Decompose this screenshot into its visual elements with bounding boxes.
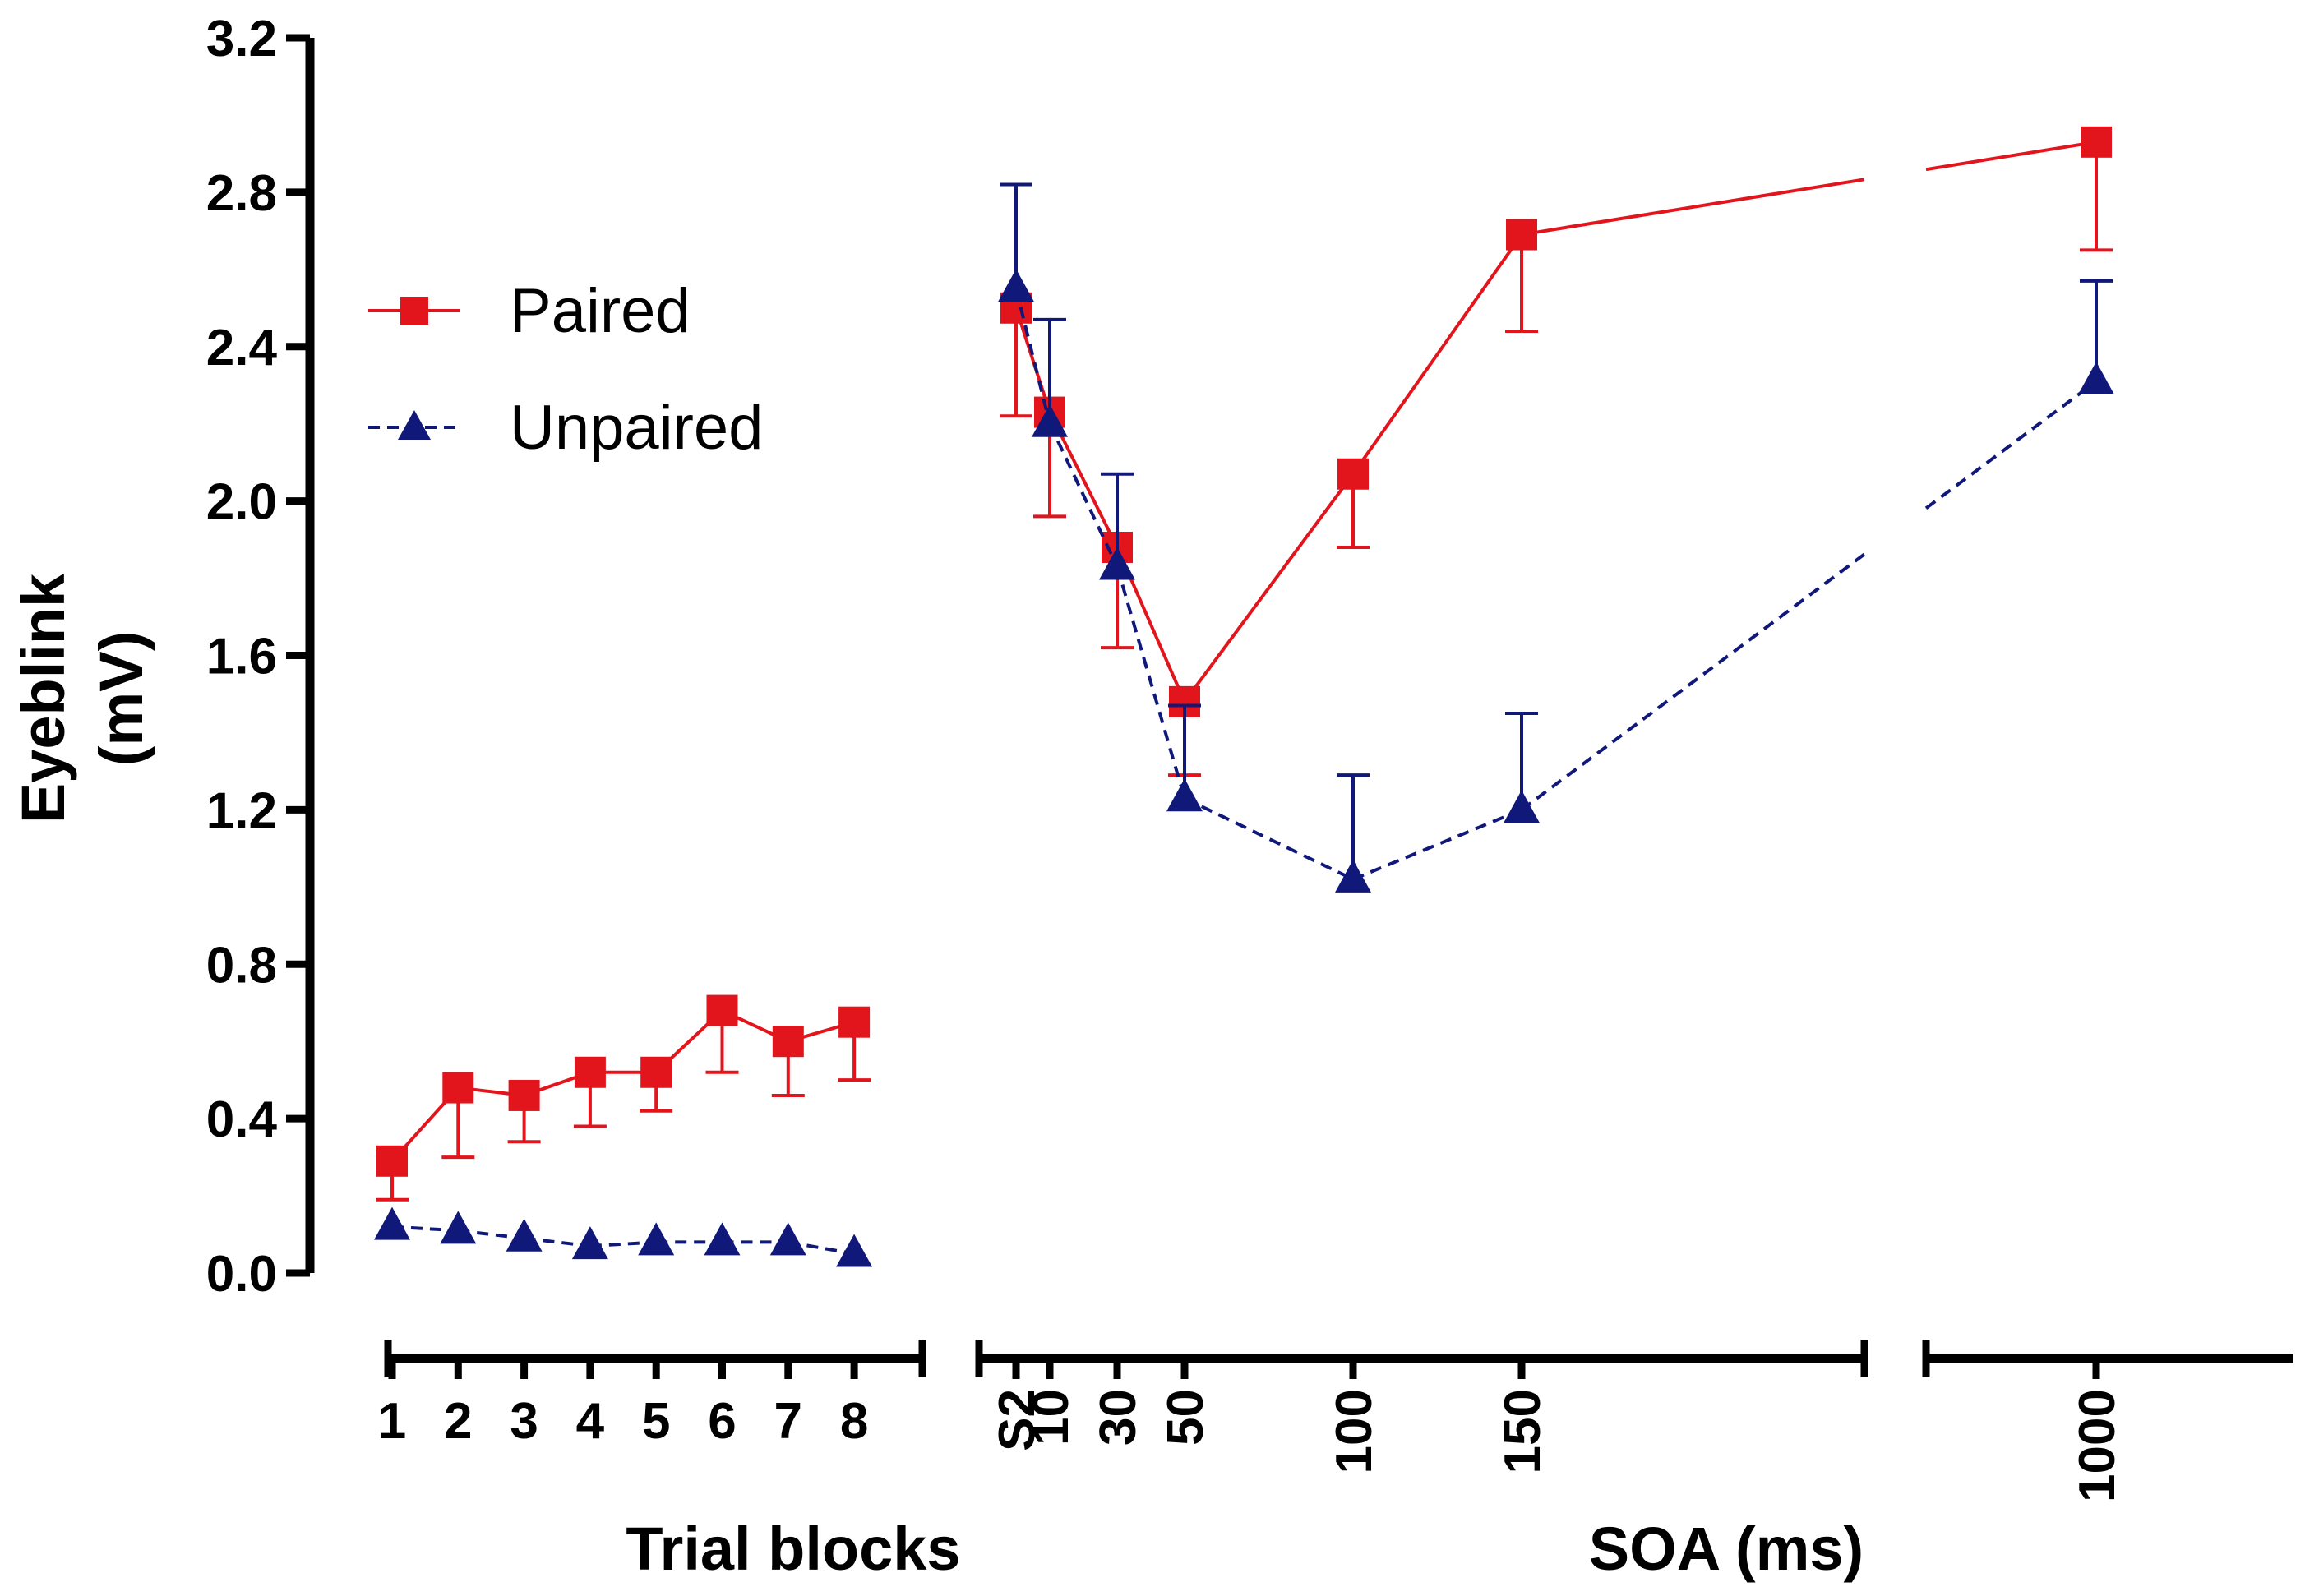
unpaired-point (836, 1234, 873, 1267)
x-axis-title-soa: SOA (ms) (1589, 1515, 1864, 1583)
paired-series-segment (1521, 178, 1865, 237)
x-tick-label-trial-block: 7 (774, 1393, 802, 1450)
unpaired-series-segment (1014, 288, 1051, 425)
paired-series-segment (1183, 473, 1355, 703)
unpaired-point (1032, 404, 1068, 437)
x-tick-label-trial-block: 6 (708, 1393, 736, 1450)
y-tick-label: 0.4 (206, 1091, 278, 1148)
legend-paired-label: Paired (510, 276, 691, 346)
paired-point (706, 994, 738, 1026)
x-tick-label-soa: 50 (1157, 1389, 1214, 1446)
paired-point (2081, 126, 2112, 158)
x-tick-label-soa: 1000 (2069, 1389, 2126, 1502)
paired-point (640, 1056, 672, 1088)
x-tick-label-trial-block: 1 (378, 1393, 406, 1450)
x-tick-label-soa: 10 (1023, 1389, 1079, 1446)
legend-unpaired-marker (398, 410, 431, 440)
paired-point (442, 1072, 474, 1104)
unpaired-point (506, 1218, 543, 1252)
unpaired-series-segment (1048, 422, 1119, 568)
unpaired-point (374, 1206, 410, 1240)
x-tick-label-trial-block: 2 (444, 1393, 472, 1450)
unpaired-series-segment (1184, 796, 1354, 881)
x-tick-label-soa: 30 (1090, 1389, 1147, 1446)
unpaired-point (638, 1222, 675, 1256)
unpaired-point (1099, 547, 1135, 580)
x-tick-label-soa: S2 (989, 1389, 1046, 1451)
y-tick-label: 0.0 (206, 1246, 277, 1303)
y-tick-label: 2.8 (206, 165, 277, 222)
paired-series-segment (1014, 307, 1051, 413)
y-tick-label: 1.2 (206, 782, 277, 839)
paired-series-segment (1925, 140, 2097, 172)
y-axis-ticks: 0.0 0.4 0.8 1.2 1.6 2.0 2.4 2.8 3.2 (206, 11, 310, 1303)
y-tick-label: 1.6 (206, 629, 277, 685)
unpaired-point (1335, 859, 1371, 893)
legend: Paired Unpaired (368, 276, 763, 463)
paired-point (508, 1079, 540, 1111)
unpaired-point (769, 1222, 806, 1256)
unpaired-point (1166, 778, 1203, 812)
unpaired-point (2078, 362, 2114, 395)
paired-series-segment (1351, 233, 1523, 475)
legend-paired-marker (400, 297, 428, 325)
paired-point (772, 1026, 804, 1058)
paired-point (376, 1145, 408, 1177)
paired-point (1506, 219, 1537, 251)
x-tick-label-trial-block: 8 (840, 1393, 868, 1450)
unpaired-point (440, 1211, 477, 1244)
unpaired-point (571, 1226, 608, 1260)
unpaired-series-segment (1352, 808, 1522, 881)
x-tick-label-trial-block: 4 (576, 1393, 605, 1450)
unpaired-series-segment (589, 1240, 657, 1248)
y-tick-label: 3.2 (206, 11, 277, 67)
unpaired-series-segment (1924, 380, 2098, 510)
y-axis-title-line2: (mV) (87, 631, 155, 766)
x-tick-label-trial-block: 5 (642, 1393, 670, 1450)
x-tick-label-soa: 150 (1494, 1389, 1551, 1474)
x-axis-title-trial-blocks: Trial blocks (626, 1515, 960, 1583)
unpaired-series-segment (1116, 565, 1186, 799)
paired-point (1337, 458, 1369, 490)
legend-unpaired-label: Unpaired (510, 393, 763, 463)
unpaired-point (1504, 790, 1540, 823)
paired-point (838, 1006, 871, 1038)
unpaired-series-segment (1520, 552, 1866, 811)
y-axis-title-line1: Eyeblink (9, 573, 77, 823)
y-tick-label: 2.4 (206, 320, 278, 376)
plot-area (374, 126, 2114, 1267)
y-tick-label: 0.8 (206, 937, 277, 994)
paired-point (574, 1056, 606, 1088)
y-tick-label: 2.0 (206, 474, 277, 531)
unpaired-point (998, 269, 1034, 302)
unpaired-point (704, 1222, 741, 1256)
x-tick-label-trial-block: 3 (510, 1393, 538, 1450)
x-tick-label-soa: 100 (1326, 1389, 1383, 1474)
